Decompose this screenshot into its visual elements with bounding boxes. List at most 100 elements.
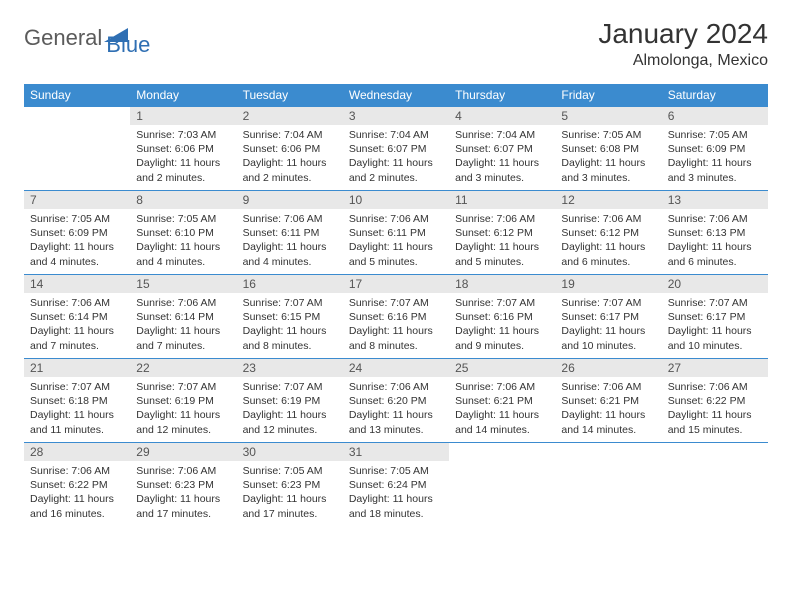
- calendar-week-row: 28Sunrise: 7:06 AMSunset: 6:22 PMDayligh…: [24, 443, 768, 527]
- weekday-header: Friday: [555, 84, 661, 107]
- calendar-day-cell: 9Sunrise: 7:06 AMSunset: 6:11 PMDaylight…: [237, 191, 343, 275]
- day-number: 19: [555, 275, 661, 293]
- calendar-day-cell: 18Sunrise: 7:07 AMSunset: 6:16 PMDayligh…: [449, 275, 555, 359]
- day-details: Sunrise: 7:04 AMSunset: 6:07 PMDaylight:…: [449, 125, 555, 189]
- day-number: 15: [130, 275, 236, 293]
- logo-word-blue: Blue: [106, 32, 150, 58]
- day-number: 14: [24, 275, 130, 293]
- day-number: 5: [555, 107, 661, 125]
- calendar-week-row: 7Sunrise: 7:05 AMSunset: 6:09 PMDaylight…: [24, 191, 768, 275]
- day-number: 24: [343, 359, 449, 377]
- weekday-header: Saturday: [662, 84, 768, 107]
- calendar-day-cell: 22Sunrise: 7:07 AMSunset: 6:19 PMDayligh…: [130, 359, 236, 443]
- calendar-day-cell: 12Sunrise: 7:06 AMSunset: 6:12 PMDayligh…: [555, 191, 661, 275]
- day-details: Sunrise: 7:07 AMSunset: 6:16 PMDaylight:…: [449, 293, 555, 357]
- day-details: Sunrise: 7:06 AMSunset: 6:22 PMDaylight:…: [662, 377, 768, 441]
- calendar-day-cell: 23Sunrise: 7:07 AMSunset: 6:19 PMDayligh…: [237, 359, 343, 443]
- day-details: Sunrise: 7:06 AMSunset: 6:11 PMDaylight:…: [343, 209, 449, 273]
- day-number: 17: [343, 275, 449, 293]
- calendar-day-cell: 1Sunrise: 7:03 AMSunset: 6:06 PMDaylight…: [130, 107, 236, 191]
- day-number: 2: [237, 107, 343, 125]
- calendar-day-cell: 28Sunrise: 7:06 AMSunset: 6:22 PMDayligh…: [24, 443, 130, 527]
- day-details: Sunrise: 7:05 AMSunset: 6:23 PMDaylight:…: [237, 461, 343, 525]
- day-number: 21: [24, 359, 130, 377]
- calendar-week-row: 1Sunrise: 7:03 AMSunset: 6:06 PMDaylight…: [24, 107, 768, 191]
- calendar-day-cell: [662, 443, 768, 527]
- day-number: [24, 107, 130, 111]
- day-details: Sunrise: 7:05 AMSunset: 6:09 PMDaylight:…: [662, 125, 768, 189]
- calendar-day-cell: 4Sunrise: 7:04 AMSunset: 6:07 PMDaylight…: [449, 107, 555, 191]
- day-details: Sunrise: 7:05 AMSunset: 6:24 PMDaylight:…: [343, 461, 449, 525]
- day-details: Sunrise: 7:07 AMSunset: 6:18 PMDaylight:…: [24, 377, 130, 441]
- calendar-day-cell: 29Sunrise: 7:06 AMSunset: 6:23 PMDayligh…: [130, 443, 236, 527]
- logo-word-general: General: [24, 25, 102, 51]
- calendar-day-cell: 2Sunrise: 7:04 AMSunset: 6:06 PMDaylight…: [237, 107, 343, 191]
- calendar-day-cell: 5Sunrise: 7:05 AMSunset: 6:08 PMDaylight…: [555, 107, 661, 191]
- calendar-day-cell: 20Sunrise: 7:07 AMSunset: 6:17 PMDayligh…: [662, 275, 768, 359]
- day-details: Sunrise: 7:07 AMSunset: 6:19 PMDaylight:…: [237, 377, 343, 441]
- day-details: Sunrise: 7:06 AMSunset: 6:12 PMDaylight:…: [449, 209, 555, 273]
- day-number: 18: [449, 275, 555, 293]
- calendar-day-cell: 31Sunrise: 7:05 AMSunset: 6:24 PMDayligh…: [343, 443, 449, 527]
- day-details: Sunrise: 7:04 AMSunset: 6:07 PMDaylight:…: [343, 125, 449, 189]
- title-block: January 2024 Almolonga, Mexico: [598, 18, 768, 70]
- calendar-page: General Blue January 2024 Almolonga, Mex…: [0, 0, 792, 545]
- weekday-header: Tuesday: [237, 84, 343, 107]
- day-number: 16: [237, 275, 343, 293]
- day-number: 8: [130, 191, 236, 209]
- calendar-day-cell: 24Sunrise: 7:06 AMSunset: 6:20 PMDayligh…: [343, 359, 449, 443]
- calendar-day-cell: 27Sunrise: 7:06 AMSunset: 6:22 PMDayligh…: [662, 359, 768, 443]
- day-details: Sunrise: 7:06 AMSunset: 6:14 PMDaylight:…: [24, 293, 130, 357]
- day-number: 1: [130, 107, 236, 125]
- calendar-day-cell: [449, 443, 555, 527]
- day-details: Sunrise: 7:05 AMSunset: 6:08 PMDaylight:…: [555, 125, 661, 189]
- day-number: 27: [662, 359, 768, 377]
- calendar-header-row: SundayMondayTuesdayWednesdayThursdayFrid…: [24, 84, 768, 107]
- calendar-day-cell: 6Sunrise: 7:05 AMSunset: 6:09 PMDaylight…: [662, 107, 768, 191]
- calendar-day-cell: 16Sunrise: 7:07 AMSunset: 6:15 PMDayligh…: [237, 275, 343, 359]
- day-details: Sunrise: 7:07 AMSunset: 6:19 PMDaylight:…: [130, 377, 236, 441]
- day-number: 3: [343, 107, 449, 125]
- day-details: Sunrise: 7:06 AMSunset: 6:20 PMDaylight:…: [343, 377, 449, 441]
- calendar-week-row: 14Sunrise: 7:06 AMSunset: 6:14 PMDayligh…: [24, 275, 768, 359]
- day-number: 31: [343, 443, 449, 461]
- day-details: Sunrise: 7:04 AMSunset: 6:06 PMDaylight:…: [237, 125, 343, 189]
- month-title: January 2024: [598, 18, 768, 50]
- day-details: Sunrise: 7:07 AMSunset: 6:16 PMDaylight:…: [343, 293, 449, 357]
- calendar-day-cell: 15Sunrise: 7:06 AMSunset: 6:14 PMDayligh…: [130, 275, 236, 359]
- day-number: 20: [662, 275, 768, 293]
- calendar-day-cell: 13Sunrise: 7:06 AMSunset: 6:13 PMDayligh…: [662, 191, 768, 275]
- day-details: Sunrise: 7:05 AMSunset: 6:10 PMDaylight:…: [130, 209, 236, 273]
- day-number: 6: [662, 107, 768, 125]
- calendar-day-cell: 26Sunrise: 7:06 AMSunset: 6:21 PMDayligh…: [555, 359, 661, 443]
- day-details: Sunrise: 7:03 AMSunset: 6:06 PMDaylight:…: [130, 125, 236, 189]
- day-number: 4: [449, 107, 555, 125]
- day-number: 13: [662, 191, 768, 209]
- day-number: 23: [237, 359, 343, 377]
- day-details: Sunrise: 7:07 AMSunset: 6:15 PMDaylight:…: [237, 293, 343, 357]
- calendar-day-cell: 30Sunrise: 7:05 AMSunset: 6:23 PMDayligh…: [237, 443, 343, 527]
- day-number: 22: [130, 359, 236, 377]
- day-number: [449, 443, 555, 447]
- day-details: Sunrise: 7:05 AMSunset: 6:09 PMDaylight:…: [24, 209, 130, 273]
- calendar-day-cell: [555, 443, 661, 527]
- day-details: Sunrise: 7:06 AMSunset: 6:21 PMDaylight:…: [449, 377, 555, 441]
- day-number: 7: [24, 191, 130, 209]
- calendar-day-cell: 21Sunrise: 7:07 AMSunset: 6:18 PMDayligh…: [24, 359, 130, 443]
- calendar-table: SundayMondayTuesdayWednesdayThursdayFrid…: [24, 84, 768, 527]
- weekday-header: Sunday: [24, 84, 130, 107]
- day-details: Sunrise: 7:06 AMSunset: 6:13 PMDaylight:…: [662, 209, 768, 273]
- header: General Blue January 2024 Almolonga, Mex…: [24, 18, 768, 70]
- calendar-day-cell: 8Sunrise: 7:05 AMSunset: 6:10 PMDaylight…: [130, 191, 236, 275]
- day-number: 10: [343, 191, 449, 209]
- day-number: 28: [24, 443, 130, 461]
- day-number: [555, 443, 661, 447]
- day-number: 29: [130, 443, 236, 461]
- day-details: Sunrise: 7:06 AMSunset: 6:21 PMDaylight:…: [555, 377, 661, 441]
- day-number: 26: [555, 359, 661, 377]
- calendar-day-cell: 7Sunrise: 7:05 AMSunset: 6:09 PMDaylight…: [24, 191, 130, 275]
- calendar-day-cell: 25Sunrise: 7:06 AMSunset: 6:21 PMDayligh…: [449, 359, 555, 443]
- calendar-day-cell: [24, 107, 130, 191]
- day-number: 30: [237, 443, 343, 461]
- day-number: 11: [449, 191, 555, 209]
